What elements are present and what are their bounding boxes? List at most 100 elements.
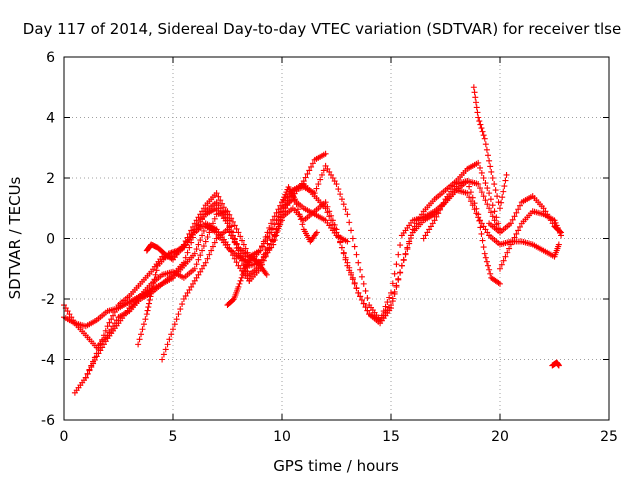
data-point xyxy=(240,268,247,275)
data-point xyxy=(257,247,264,254)
data-point xyxy=(208,247,215,254)
data-point xyxy=(384,299,391,306)
data-point xyxy=(193,217,200,224)
data-point xyxy=(149,285,156,292)
data-point xyxy=(233,259,240,266)
data-point xyxy=(326,208,333,215)
data-point xyxy=(311,190,318,197)
data-point xyxy=(202,238,209,245)
data-point xyxy=(324,165,331,172)
data-point xyxy=(182,254,189,261)
data-point xyxy=(195,214,202,221)
x-tick-label: 10 xyxy=(273,429,291,445)
data-point xyxy=(217,197,224,204)
data-point xyxy=(424,229,431,236)
data-point xyxy=(324,203,331,210)
data-point xyxy=(193,274,200,281)
data-point xyxy=(358,273,365,280)
data-point xyxy=(260,253,267,260)
data-point xyxy=(498,199,505,206)
data-point xyxy=(273,232,280,239)
chart-title: Day 117 of 2014, Sidereal Day-to-day VTE… xyxy=(23,20,621,38)
data-point xyxy=(108,316,115,323)
data-point xyxy=(173,316,180,323)
x-axis-label: GPS time / hours xyxy=(273,457,399,475)
data-point xyxy=(226,217,233,224)
data-point xyxy=(275,206,282,213)
data-point xyxy=(558,232,565,239)
data-point xyxy=(235,244,242,251)
data-point xyxy=(277,218,284,225)
data-point xyxy=(276,223,283,230)
data-point xyxy=(93,353,100,360)
series-arc-14 xyxy=(497,208,565,272)
data-point xyxy=(355,289,362,296)
data-point xyxy=(344,211,351,218)
data-point xyxy=(142,316,149,323)
data-point xyxy=(338,196,345,203)
data-point xyxy=(236,280,243,287)
data-point xyxy=(268,220,275,227)
data-point xyxy=(481,135,488,142)
data-point xyxy=(389,295,396,302)
data-point xyxy=(513,230,520,237)
data-point xyxy=(351,280,358,287)
data-point xyxy=(357,293,364,300)
data-point xyxy=(260,240,267,247)
data-point xyxy=(470,84,477,91)
data-point xyxy=(282,201,289,208)
data-point xyxy=(242,256,249,263)
data-point xyxy=(146,300,153,307)
data-point xyxy=(494,193,501,200)
data-point xyxy=(213,190,220,197)
data-point xyxy=(497,280,503,287)
data-point xyxy=(209,220,216,227)
data-point xyxy=(200,262,207,269)
data-point xyxy=(475,114,482,121)
series-arc-13 xyxy=(486,193,565,236)
data-point xyxy=(82,374,89,381)
data-point xyxy=(229,252,236,259)
data-point xyxy=(348,227,355,234)
data-point xyxy=(262,237,269,244)
data-point xyxy=(333,226,340,233)
data-point xyxy=(186,286,193,293)
data-point xyxy=(322,150,329,157)
data-point xyxy=(497,265,503,272)
data-point xyxy=(306,167,313,174)
y-tick-label: 2 xyxy=(46,171,55,187)
data-point xyxy=(487,209,494,216)
data-point xyxy=(259,256,266,263)
data-point xyxy=(506,245,513,252)
data-point xyxy=(487,196,494,203)
data-point xyxy=(224,241,231,248)
data-point xyxy=(209,243,216,250)
data-point xyxy=(184,234,191,241)
data-point xyxy=(308,163,315,170)
data-point xyxy=(106,319,113,326)
data-point xyxy=(353,251,360,258)
data-point xyxy=(472,94,479,101)
data-point xyxy=(340,201,347,208)
series-arc-4 xyxy=(82,159,503,381)
data-point xyxy=(189,280,196,287)
data-point xyxy=(215,202,222,209)
data-point xyxy=(271,213,278,220)
data-point xyxy=(162,346,169,353)
data-point xyxy=(477,164,484,171)
data-point xyxy=(191,265,198,272)
data-point xyxy=(240,241,247,248)
data-point xyxy=(489,202,496,209)
data-point xyxy=(509,238,516,245)
data-point xyxy=(191,277,198,284)
data-point xyxy=(213,199,220,206)
data-point xyxy=(188,227,195,234)
data-point xyxy=(322,162,329,169)
data-point xyxy=(498,261,505,268)
data-point xyxy=(104,323,111,330)
data-point xyxy=(364,294,371,301)
data-point xyxy=(484,229,491,236)
series-arc-8 xyxy=(224,253,270,309)
data-point xyxy=(391,270,398,277)
